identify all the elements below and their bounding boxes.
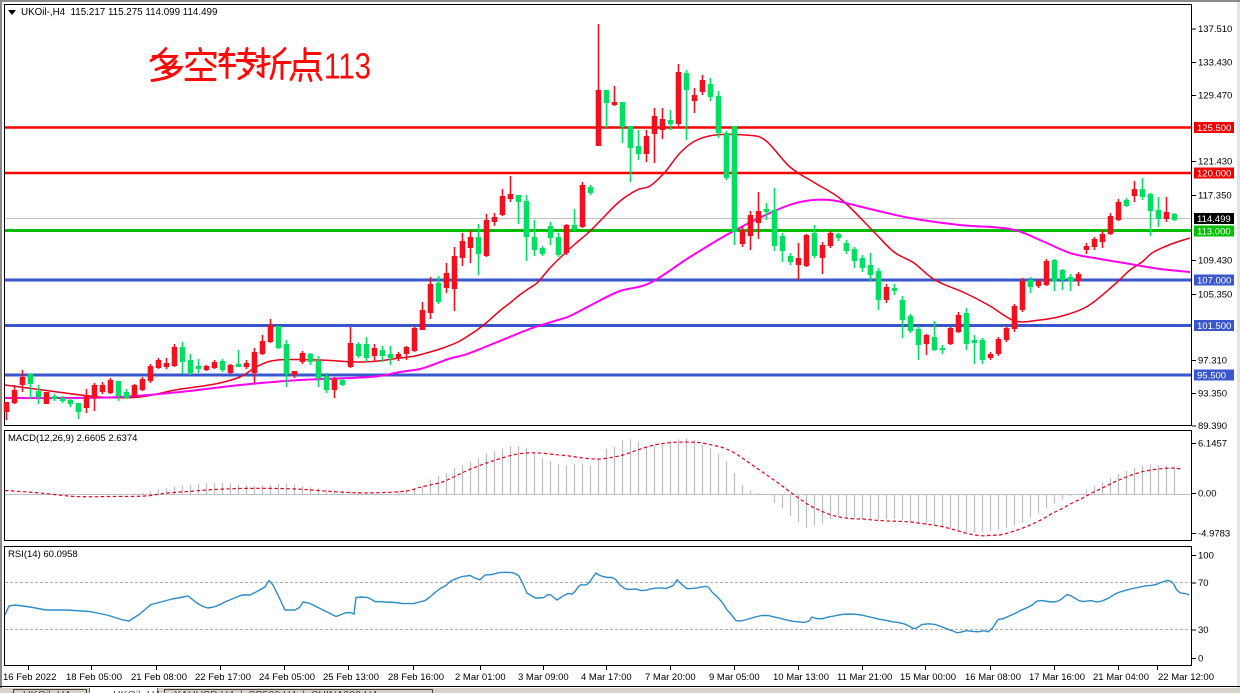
svg-text:24 Feb 05:00: 24 Feb 05:00 — [259, 672, 315, 683]
svg-text:137.510: 137.510 — [1198, 24, 1232, 35]
svg-text:0.00: 0.00 — [1198, 489, 1217, 500]
svg-text:RSI(14) 60.0958: RSI(14) 60.0958 — [8, 549, 78, 560]
svg-text:4 Mar 17:00: 4 Mar 17:00 — [581, 672, 632, 683]
svg-text:93.350: 93.350 — [1198, 389, 1227, 400]
svg-text:MACD(12,26,9) 2.6605 2.6374: MACD(12,26,9) 2.6605 2.6374 — [8, 433, 137, 444]
svg-text:133.430: 133.430 — [1198, 58, 1232, 69]
svg-text:121.430: 121.430 — [1198, 157, 1232, 168]
svg-text:9 Mar 05:00: 9 Mar 05:00 — [709, 672, 760, 683]
svg-text:109.430: 109.430 — [1198, 256, 1232, 267]
svg-text:XAUUSD,H4 | SP500,H4 | CHI: XAUUSD,H4 | SP500,H4 | CHINA300,H4 — [174, 689, 377, 693]
svg-text:10 Mar 13:00: 10 Mar 13:00 — [773, 672, 829, 683]
svg-text:11 Mar 21:00: 11 Mar 21:00 — [837, 672, 892, 683]
svg-text:28 Feb 16:00: 28 Feb 16:00 — [388, 672, 444, 683]
svg-text:21 Mar 04:00: 21 Mar 04:00 — [1093, 672, 1149, 683]
svg-text:7 Mar 20:00: 7 Mar 20:00 — [645, 672, 696, 683]
svg-text:70: 70 — [1198, 578, 1209, 589]
svg-text:2 Mar 01:00: 2 Mar 01:00 — [455, 672, 506, 683]
svg-text:6.1457: 6.1457 — [1198, 439, 1227, 450]
svg-text:UKOil-,H4: UKOil-,H4 — [113, 689, 160, 693]
svg-text:0: 0 — [1198, 654, 1203, 665]
svg-text:UKOil-,H4 115.217 115.275 114: UKOil-,H4 115.217 115.275 114.099 114.49… — [21, 7, 217, 18]
svg-text:3 Mar 09:00: 3 Mar 09:00 — [518, 672, 569, 683]
svg-text:16 Feb 2022: 16 Feb 2022 — [3, 672, 56, 683]
svg-text:129.470: 129.470 — [1198, 91, 1232, 102]
svg-text:125.500: 125.500 — [1197, 123, 1231, 134]
svg-text:UKOil-,H4: UKOil-,H4 — [23, 689, 70, 693]
svg-text:17 Mar 16:00: 17 Mar 16:00 — [1029, 672, 1085, 683]
svg-text:-4.9783: -4.9783 — [1198, 529, 1230, 540]
svg-text:21 Feb 08:00: 21 Feb 08:00 — [131, 672, 187, 683]
svg-text:30: 30 — [1198, 625, 1209, 636]
svg-text:18 Feb 05:00: 18 Feb 05:00 — [66, 672, 122, 683]
svg-text:22 Feb 17:00: 22 Feb 17:00 — [195, 672, 251, 683]
svg-text:100: 100 — [1198, 551, 1214, 562]
svg-text:95.500: 95.500 — [1197, 371, 1226, 382]
svg-text:105.350: 105.350 — [1198, 290, 1232, 301]
svg-text:15 Mar 00:00: 15 Mar 00:00 — [900, 672, 956, 683]
svg-text:117.350: 117.350 — [1198, 191, 1232, 202]
svg-text:16 Mar 08:00: 16 Mar 08:00 — [965, 672, 1021, 683]
svg-text:101.500: 101.500 — [1197, 321, 1231, 332]
svg-text:22 Mar 12:00: 22 Mar 12:00 — [1158, 672, 1214, 683]
svg-text:89.390: 89.390 — [1198, 421, 1227, 432]
svg-text:97.310: 97.310 — [1198, 356, 1227, 367]
svg-text:120.000: 120.000 — [1197, 169, 1231, 180]
svg-text:114.499: 114.499 — [1197, 214, 1231, 225]
svg-text:25 Feb 13:00: 25 Feb 13:00 — [323, 672, 379, 683]
svg-text:107.000: 107.000 — [1197, 276, 1231, 287]
svg-text:113.000: 113.000 — [1197, 227, 1231, 238]
svg-text:113: 113 — [324, 46, 371, 87]
